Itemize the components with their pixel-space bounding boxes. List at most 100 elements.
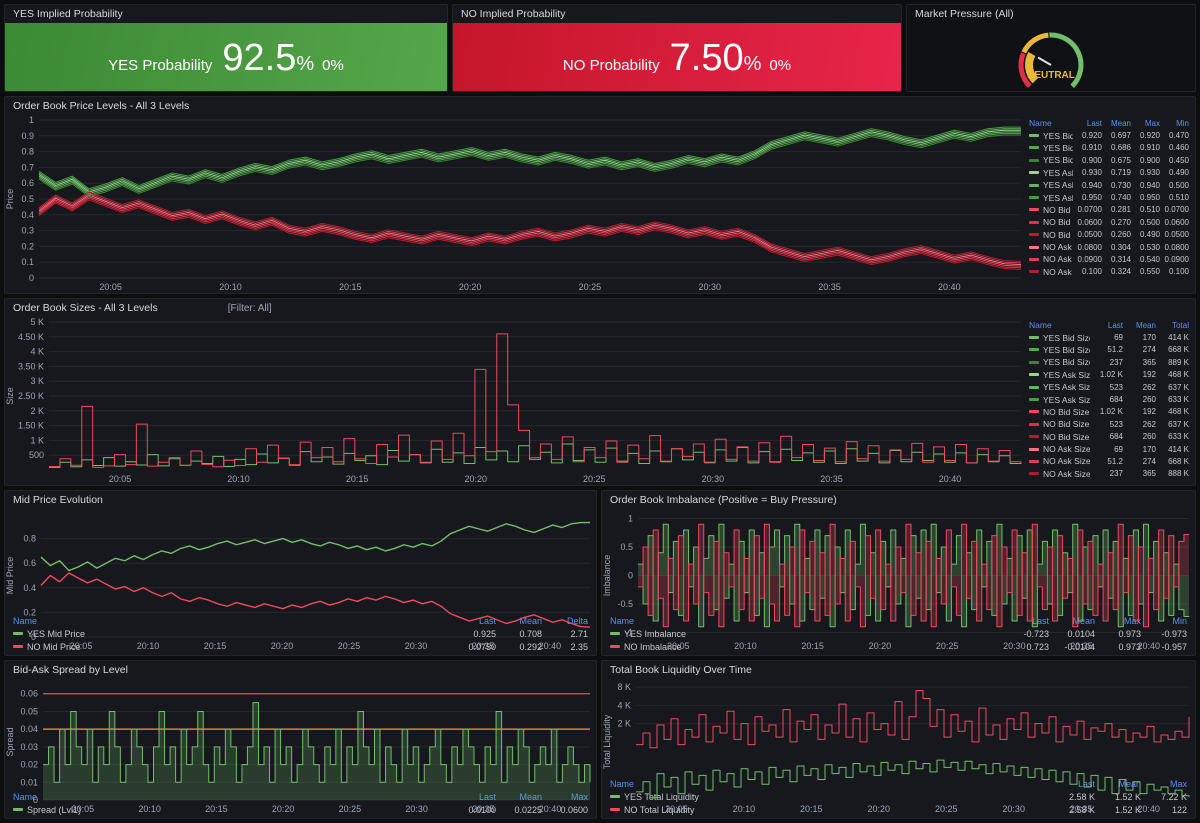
legend-value: 0.314 <box>1110 254 1131 264</box>
legend-column-header[interactable]: Delta <box>566 615 588 626</box>
legend-series-spread-lvl1-[interactable]: Spread (Lvl1) <box>13 805 450 815</box>
legend-series-no-ask-lvl2[interactable]: NO Ask Lvl2 <box>1029 254 1073 264</box>
legend-column-header[interactable]: Last <box>1077 778 1095 789</box>
series-color-marker <box>1029 220 1039 224</box>
series-color-marker <box>1029 447 1039 451</box>
imbalance-chart[interactable]: -1 -0.5 0 0.5 1 20:05 20:10 20:15 20:20 20:25 20:3… <box>602 509 1195 651</box>
legend-column-header[interactable]: Max <box>1144 118 1160 128</box>
panel-title-order-book-sizes[interactable]: Order Book Sizes - All 3 Levels <box>13 302 158 314</box>
legend-column-header[interactable]: Max <box>570 791 588 802</box>
legend-series-yes-total-liquidity[interactable]: YES Total Liquidity <box>610 792 1049 802</box>
mid-price-chart[interactable]: 0 0.2 0.4 0.6 0.8 20:05 20:10 20:15 20:20 20:25 20… <box>5 509 596 651</box>
legend-value: 0.0600 <box>1077 217 1102 227</box>
panel-title-no-implied-probability[interactable]: NO Implied Probability <box>461 8 566 20</box>
legend-column-header[interactable]: Last <box>1031 615 1049 626</box>
legend-column-header[interactable]: Mean <box>1110 118 1131 128</box>
svg-text:0.05: 0.05 <box>20 706 38 716</box>
legend-series-no-total-liquidity[interactable]: NO Total Liquidity <box>610 805 1049 815</box>
svg-text:20:05: 20:05 <box>109 474 132 484</box>
svg-text:20:30: 20:30 <box>702 474 725 484</box>
series-color-marker <box>1029 245 1039 249</box>
panel-title-market-pressure[interactable]: Market Pressure (All) <box>915 8 1014 20</box>
legend-column-header[interactable]: Max <box>1123 615 1141 626</box>
legend-column-header[interactable]: Mean <box>519 791 542 802</box>
legend-column-header[interactable]: Last <box>1107 320 1123 330</box>
legend-column-header[interactable]: Mean <box>1135 320 1156 330</box>
panel-title-total-book-liquidity[interactable]: Total Book Liquidity Over Time <box>610 664 752 676</box>
legend-series-yes-ask-lvl1[interactable]: YES Ask Lvl1 <box>1029 168 1073 178</box>
svg-text:20:15: 20:15 <box>800 804 823 814</box>
legend-series-yes-ask-lvl2[interactable]: YES Ask Lvl2 <box>1029 180 1073 190</box>
legend-column-header[interactable]: Mean <box>1072 615 1095 626</box>
legend-series-yes-ask-lvl3[interactable]: YES Ask Lvl3 <box>1029 193 1073 203</box>
svg-text:20:35: 20:35 <box>472 641 495 651</box>
legend-column-header[interactable]: Mean <box>519 615 542 626</box>
legend-value: 237 <box>1109 469 1123 479</box>
legend-value: -0.973 <box>1161 628 1187 639</box>
legend-value: 414 K <box>1168 333 1189 343</box>
legend-row: YES Imbalance -0.723 0.0104 0.973 -0.973 <box>610 627 1187 640</box>
liquidity-chart[interactable]: 2 K 4 K 8 K 20:05 20:10 20:15 20:20 20:25 20:30 2… <box>602 679 1195 814</box>
legend-series-yes-mid-price[interactable]: YES Mid Price <box>13 629 450 639</box>
legend-value: 1.02 K <box>1099 407 1123 417</box>
legend-series-yes-bid-size-lvl2[interactable]: YES Bid Size Lvl2 <box>1029 345 1090 355</box>
legend-column-header[interactable]: Max <box>1169 778 1187 789</box>
legend-series-yes-ask-size-lvl2[interactable]: YES Ask Size Lvl2 <box>1029 382 1090 392</box>
legend-value: 0.0900 <box>1164 254 1189 264</box>
legend-series-no-bid-size-lvl1[interactable]: NO Bid Size Lvl1 <box>1029 407 1090 417</box>
legend-series-no-ask-size-lvl2[interactable]: NO Ask Size Lvl2 <box>1029 456 1090 466</box>
chart-svg: 0 0.2 0.4 0.6 0.8 20:05 20:10 20:15 20:20 20:25 20… <box>5 521 591 651</box>
svg-text:0.3: 0.3 <box>21 226 34 236</box>
legend-series-no-ask-lvl3[interactable]: NO Ask Lvl3 <box>1029 267 1073 277</box>
svg-text:1: 1 <box>29 115 34 125</box>
legend-series-yes-bid-size-lvl1[interactable]: YES Bid Size Lvl1 <box>1029 333 1090 343</box>
legend-series-yes-ask-size-lvl3[interactable]: YES Ask Size Lvl3 <box>1029 395 1090 405</box>
legend-series-yes-bid-lvl3[interactable]: YES Bid Lvl3 <box>1029 155 1073 165</box>
legend-series-yes-ask-size-lvl1[interactable]: YES Ask Size Lvl1 <box>1029 370 1090 380</box>
legend-series-no-imbalance[interactable]: NO Imbalance <box>610 642 1003 652</box>
legend-series-no-bid-size-lvl3[interactable]: NO Bid Size Lvl3 <box>1029 432 1090 442</box>
legend-series-no-mid-price[interactable]: NO Mid Price <box>13 642 450 652</box>
svg-text:20:25: 20:25 <box>583 474 606 484</box>
legend-series-yes-bid-size-lvl3[interactable]: YES Bid Size Lvl3 <box>1029 357 1090 367</box>
panel-title-mid-price-evolution[interactable]: Mid Price Evolution <box>13 494 103 506</box>
legend-column-header[interactable]: Last <box>1086 118 1102 128</box>
legend-column-header[interactable]: Total <box>1172 320 1189 330</box>
legend-series-no-ask-lvl1[interactable]: NO Ask Lvl1 <box>1029 242 1073 252</box>
legend-value: 274 <box>1142 456 1156 466</box>
order-book-sizes-chart[interactable]: 500 1 K 1.50 K 2 K 2.50 K 3 K 3.50 K 4 K 4.50 K 5… <box>5 317 1027 485</box>
legend-value: 0.550 <box>1139 267 1160 277</box>
legend-column-header[interactable]: Min <box>1176 118 1189 128</box>
series-color-marker <box>1029 336 1039 340</box>
legend-series-no-bid-lvl1[interactable]: NO Bid Lvl1 <box>1029 205 1073 215</box>
panel-order-book-imbalance: Order Book Imbalance (Positive = Buy Pre… <box>601 490 1196 656</box>
legend-column-header[interactable]: Min <box>1172 615 1187 626</box>
panel-title-yes-implied-probability[interactable]: YES Implied Probability <box>13 8 123 20</box>
panel-title-order-book-price-levels[interactable]: Order Book Price Levels - All 3 Levels <box>13 100 190 112</box>
legend-series-no-bid-lvl2[interactable]: NO Bid Lvl2 <box>1029 217 1073 227</box>
panel-title-bid-ask-spread[interactable]: Bid-Ask Spread by Level <box>13 664 128 676</box>
svg-text:0.5: 0.5 <box>620 542 633 552</box>
sizes-filter-label[interactable]: [Filter: All] <box>227 302 272 314</box>
legend-value: 0.723 <box>1026 641 1049 652</box>
legend-column-header[interactable]: Mean <box>1118 778 1141 789</box>
legend-value: 0.0104 <box>1067 628 1095 639</box>
legend-series-yes-imbalance[interactable]: YES Imbalance <box>610 629 1003 639</box>
svg-text:5 K: 5 K <box>30 317 44 327</box>
legend-series-no-ask-size-lvl3[interactable]: NO Ask Size Lvl3 <box>1029 469 1090 479</box>
legend-column-header[interactable]: Last <box>478 791 496 802</box>
legend-series-no-ask-size-lvl1[interactable]: NO Ask Size Lvl1 <box>1029 444 1090 454</box>
legend-series-yes-bid-lvl1[interactable]: YES Bid Lvl1 <box>1029 131 1073 141</box>
panel-title-order-book-imbalance[interactable]: Order Book Imbalance (Positive = Buy Pre… <box>610 494 837 506</box>
legend-column-header[interactable]: Last <box>478 615 496 626</box>
legend-value: 0.708 <box>519 628 542 639</box>
legend-series-yes-bid-lvl2[interactable]: YES Bid Lvl2 <box>1029 143 1073 153</box>
series-color-marker <box>1029 171 1039 175</box>
legend-value: 0.470 <box>1168 131 1189 141</box>
price-levels-chart[interactable]: 0 0.1 0.2 0.3 0.4 0.5 0.6 0.7 0.8 0.9 1 20:05 20:10 2… <box>5 115 1027 293</box>
svg-text:20:25: 20:25 <box>338 641 361 651</box>
legend-series-no-bid-size-lvl2[interactable]: NO Bid Size Lvl2 <box>1029 419 1090 429</box>
spread-chart[interactable]: 0 0.01 0.02 0.03 0.04 0.05 0.06 20:05 20:10 20:15… <box>5 679 596 814</box>
legend-series-no-bid-lvl3[interactable]: NO Bid Lvl3 <box>1029 230 1073 240</box>
legend-header: Name Last Mean Max <box>13 791 588 802</box>
